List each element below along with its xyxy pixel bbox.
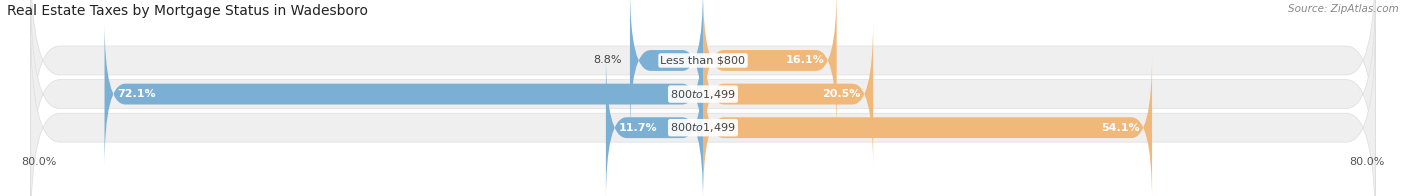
Text: 16.1%: 16.1%: [786, 55, 824, 65]
Text: 72.1%: 72.1%: [117, 89, 156, 99]
FancyBboxPatch shape: [104, 21, 703, 168]
Text: 11.7%: 11.7%: [619, 123, 657, 133]
FancyBboxPatch shape: [703, 0, 837, 134]
FancyBboxPatch shape: [630, 0, 703, 134]
FancyBboxPatch shape: [31, 24, 1375, 196]
Text: Source: ZipAtlas.com: Source: ZipAtlas.com: [1288, 4, 1399, 14]
Text: $800 to $1,499: $800 to $1,499: [671, 88, 735, 101]
Text: 54.1%: 54.1%: [1101, 123, 1140, 133]
Text: Real Estate Taxes by Mortgage Status in Wadesboro: Real Estate Taxes by Mortgage Status in …: [7, 4, 368, 18]
Text: 20.5%: 20.5%: [823, 89, 860, 99]
FancyBboxPatch shape: [703, 21, 873, 168]
Legend: Without Mortgage, With Mortgage: Without Mortgage, With Mortgage: [583, 193, 823, 196]
FancyBboxPatch shape: [703, 54, 1152, 196]
FancyBboxPatch shape: [606, 54, 703, 196]
FancyBboxPatch shape: [31, 0, 1375, 196]
Text: 8.8%: 8.8%: [593, 55, 621, 65]
FancyBboxPatch shape: [31, 0, 1375, 164]
Text: Less than $800: Less than $800: [661, 55, 745, 65]
Text: $800 to $1,499: $800 to $1,499: [671, 121, 735, 134]
